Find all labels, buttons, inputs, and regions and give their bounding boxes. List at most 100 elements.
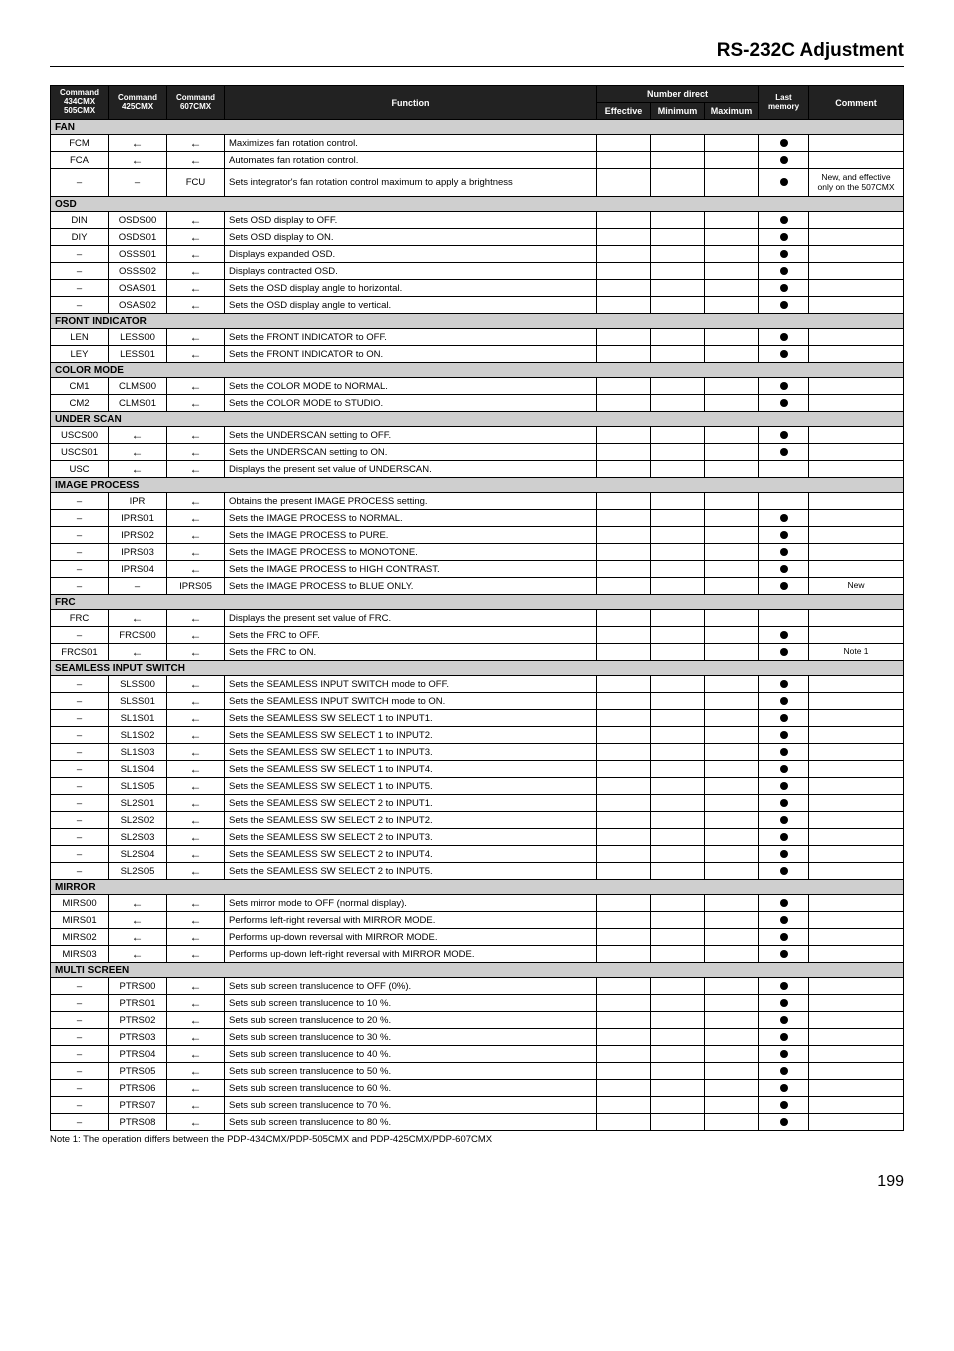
table-row: –SL1S04←Sets the SEAMLESS SW SELECT 1 to… — [51, 761, 904, 778]
dot-icon — [780, 233, 788, 241]
table-row: –PTRS03←Sets sub screen translucence to … — [51, 1029, 904, 1046]
function-cell: Obtains the present IMAGE PROCESS settin… — [225, 493, 597, 510]
last-memory-cell — [759, 710, 809, 727]
function-cell: Sets the SEAMLESS SW SELECT 1 to INPUT3. — [225, 744, 597, 761]
last-memory-cell — [759, 912, 809, 929]
hdr-numdir: Number direct — [596, 86, 758, 103]
function-cell: Sets sub screen translucence to 60 %. — [225, 1080, 597, 1097]
table-row: –PTRS06←Sets sub screen translucence to … — [51, 1080, 904, 1097]
last-memory-cell — [759, 829, 809, 846]
table-body: FANFCM←←Maximizes fan rotation control.F… — [51, 120, 904, 1131]
table-row: –IPRS04←Sets the IMAGE PROCESS to HIGH C… — [51, 561, 904, 578]
table-row: –SL1S03←Sets the SEAMLESS SW SELECT 1 to… — [51, 744, 904, 761]
dot-icon — [780, 216, 788, 224]
section-header: FAN — [51, 120, 904, 135]
last-memory-cell — [759, 212, 809, 229]
comment-cell — [809, 246, 904, 263]
function-cell: Sets the SEAMLESS INPUT SWITCH mode to O… — [225, 676, 597, 693]
dot-icon — [780, 1067, 788, 1075]
comment-cell — [809, 863, 904, 880]
comment-cell — [809, 778, 904, 795]
comment-cell — [809, 812, 904, 829]
dot-icon — [780, 799, 788, 807]
function-cell: Sets sub screen translucence to 80 %. — [225, 1114, 597, 1131]
comment-cell — [809, 929, 904, 946]
last-memory-cell — [759, 135, 809, 152]
last-memory-cell — [759, 378, 809, 395]
last-memory-cell — [759, 280, 809, 297]
dot-icon — [780, 431, 788, 439]
function-cell: Sets OSD display to ON. — [225, 229, 597, 246]
table-row: –IPRS02←Sets the IMAGE PROCESS to PURE. — [51, 527, 904, 544]
hdr-min: Minimum — [650, 103, 704, 120]
dot-icon — [780, 1101, 788, 1109]
function-cell: Sets OSD display to OFF. — [225, 212, 597, 229]
comment-cell — [809, 895, 904, 912]
comment-cell — [809, 846, 904, 863]
last-memory-cell — [759, 263, 809, 280]
comment-cell — [809, 346, 904, 363]
table-row: FCM←←Maximizes fan rotation control. — [51, 135, 904, 152]
function-cell: Sets sub screen translucence to 10 %. — [225, 995, 597, 1012]
last-memory-cell — [759, 1046, 809, 1063]
comment-cell — [809, 795, 904, 812]
last-memory-cell — [759, 929, 809, 946]
function-cell: Sets the SEAMLESS SW SELECT 2 to INPUT2. — [225, 812, 597, 829]
table-row: CM2CLMS01←Sets the COLOR MODE to STUDIO. — [51, 395, 904, 412]
dot-icon — [780, 382, 788, 390]
table-row: ––FCUSets integrator's fan rotation cont… — [51, 169, 904, 197]
comment-cell — [809, 1012, 904, 1029]
table-row: –SLSS00←Sets the SEAMLESS INPUT SWITCH m… — [51, 676, 904, 693]
table-row: FRCS01←←Sets the FRC to ON.Note 1 — [51, 644, 904, 661]
comment-cell — [809, 946, 904, 963]
table-row: –PTRS01←Sets sub screen translucence to … — [51, 995, 904, 1012]
comment-cell — [809, 395, 904, 412]
table-row: –PTRS08←Sets sub screen translucence to … — [51, 1114, 904, 1131]
last-memory-cell — [759, 644, 809, 661]
table-row: –SL1S01←Sets the SEAMLESS SW SELECT 1 to… — [51, 710, 904, 727]
function-cell: Sets the IMAGE PROCESS to MONOTONE. — [225, 544, 597, 561]
hdr-cmd-1: Command 434CMX 505CMX — [51, 86, 109, 120]
table-row: ––IPRS05Sets the IMAGE PROCESS to BLUE O… — [51, 578, 904, 595]
function-cell: Sets integrator's fan rotation control m… — [225, 169, 597, 197]
comment-cell — [809, 263, 904, 280]
dot-icon — [780, 301, 788, 309]
last-memory-cell — [759, 978, 809, 995]
comment-cell — [809, 212, 904, 229]
dot-icon — [780, 333, 788, 341]
comment-cell — [809, 510, 904, 527]
dot-icon — [780, 250, 788, 258]
table-header: Command 434CMX 505CMX Command 425CMX Com… — [51, 86, 904, 120]
footnote: Note 1: The operation differs between th… — [50, 1134, 904, 1145]
comment-cell: Note 1 — [809, 644, 904, 661]
section-header: SEAMLESS INPUT SWITCH — [51, 661, 904, 676]
function-cell: Sets the SEAMLESS SW SELECT 2 to INPUT3. — [225, 829, 597, 846]
hdr-cmd-2: Command 425CMX — [109, 86, 167, 120]
last-memory-cell — [759, 1012, 809, 1029]
last-memory-cell — [759, 863, 809, 880]
title-rule — [50, 66, 904, 67]
function-cell: Sets the FRC to OFF. — [225, 627, 597, 644]
function-cell: Performs left-right reversal with MIRROR… — [225, 912, 597, 929]
last-memory-cell — [759, 346, 809, 363]
table-row: –FRCS00←Sets the FRC to OFF. — [51, 627, 904, 644]
comment-cell — [809, 1114, 904, 1131]
dot-icon — [780, 565, 788, 573]
dot-icon — [780, 714, 788, 722]
dot-icon — [780, 548, 788, 556]
last-memory-cell — [759, 578, 809, 595]
dot-icon — [780, 748, 788, 756]
dot-icon — [780, 178, 788, 186]
function-cell: Sets the IMAGE PROCESS to BLUE ONLY. — [225, 578, 597, 595]
dot-icon — [780, 582, 788, 590]
table-row: –SL2S02←Sets the SEAMLESS SW SELECT 2 to… — [51, 812, 904, 829]
comment-cell: New — [809, 578, 904, 595]
last-memory-cell — [759, 461, 809, 478]
table-row: FCA←←Automates fan rotation control. — [51, 152, 904, 169]
hdr-comment: Comment — [809, 86, 904, 120]
table-row: USCS01←←Sets the UNDERSCAN setting to ON… — [51, 444, 904, 461]
table-row: –PTRS04←Sets sub screen translucence to … — [51, 1046, 904, 1063]
comment-cell — [809, 135, 904, 152]
last-memory-cell — [759, 1080, 809, 1097]
command-table: Command 434CMX 505CMX Command 425CMX Com… — [50, 85, 904, 1131]
